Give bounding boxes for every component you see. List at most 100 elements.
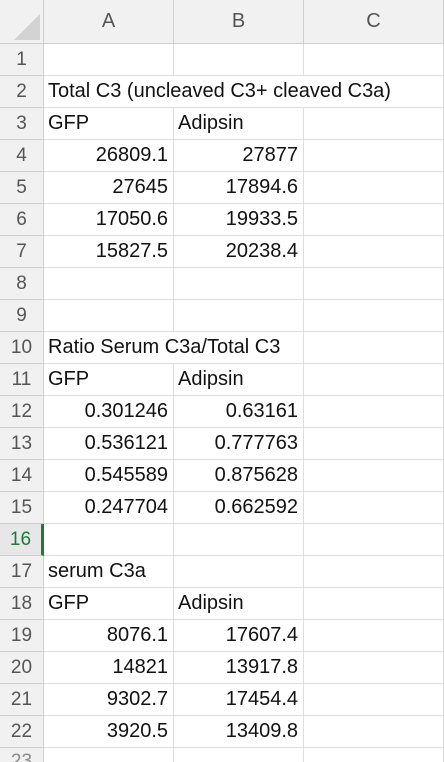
row-header-11[interactable]: 11 [0, 364, 44, 396]
column-header-b[interactable]: B [174, 0, 304, 44]
cell-text: 0.536121 [84, 432, 168, 454]
cell-b3[interactable]: Adipsin [174, 108, 304, 140]
cell-b6[interactable]: 19933.5 [174, 204, 304, 236]
row-header-10[interactable]: 10 [0, 332, 44, 364]
cell-a2[interactable]: Total C3 (uncleaved C3+ cleaved C3a) [44, 76, 391, 108]
cell-c20[interactable] [304, 652, 444, 684]
cell-a9[interactable] [44, 300, 174, 332]
cell-b16[interactable] [174, 524, 304, 556]
cell-a18[interactable]: GFP [44, 588, 174, 620]
cell-b21[interactable]: 17454.4 [174, 684, 304, 716]
row-header-22[interactable]: 22 [0, 716, 44, 748]
cell-b20[interactable]: 13917.8 [174, 652, 304, 684]
cell-b15[interactable]: 0.662592 [174, 492, 304, 524]
cell-b10[interactable] [174, 332, 304, 364]
row-header-4[interactable]: 4 [0, 140, 44, 172]
cell-c21[interactable] [304, 684, 444, 716]
row-header-14[interactable]: 14 [0, 460, 44, 492]
cell-a12[interactable]: 0.301246 [44, 396, 174, 428]
row-header-3[interactable]: 3 [0, 108, 44, 140]
cell-a1[interactable] [44, 44, 174, 76]
cell-a16[interactable] [44, 524, 174, 556]
row-header-15[interactable]: 15 [0, 492, 44, 524]
cell-c10[interactable] [304, 332, 444, 364]
cell-a11[interactable]: GFP [44, 364, 174, 396]
cell-c17[interactable] [304, 556, 444, 588]
cell-b8[interactable] [174, 268, 304, 300]
cell-a21[interactable]: 9302.7 [44, 684, 174, 716]
row-header-17[interactable]: 17 [0, 556, 44, 588]
cell-b5[interactable]: 17894.6 [174, 172, 304, 204]
cell-text: 27877 [242, 144, 298, 166]
select-all-corner[interactable] [0, 0, 44, 44]
cell-c5[interactable] [304, 172, 444, 204]
cell-b7[interactable]: 20238.4 [174, 236, 304, 268]
row-header-2[interactable]: 2 [0, 76, 44, 108]
row-header-12[interactable]: 12 [0, 396, 44, 428]
cell-b14[interactable]: 0.875628 [174, 460, 304, 492]
cell-c1[interactable] [304, 44, 444, 76]
cell-a15[interactable]: 0.247704 [44, 492, 174, 524]
cell-a3[interactable]: GFP [44, 108, 174, 140]
cell-b17[interactable] [174, 556, 304, 588]
cell-c14[interactable] [304, 460, 444, 492]
row-header-1[interactable]: 1 [0, 44, 44, 76]
cell-c22[interactable] [304, 716, 444, 748]
column-header-a[interactable]: A [44, 0, 174, 44]
cell-b4[interactable]: 27877 [174, 140, 304, 172]
cell-c6[interactable] [304, 204, 444, 236]
cell-c7[interactable] [304, 236, 444, 268]
row-header-7[interactable]: 7 [0, 236, 44, 268]
row-header-9[interactable]: 9 [0, 300, 44, 332]
cell-c18[interactable] [304, 588, 444, 620]
cell-b1[interactable] [174, 44, 304, 76]
cell-c11[interactable] [304, 364, 444, 396]
row-header-13[interactable]: 13 [0, 428, 44, 460]
cell-a20[interactable]: 14821 [44, 652, 174, 684]
cell-c19[interactable] [304, 620, 444, 652]
cell-b9[interactable] [174, 300, 304, 332]
cell-b12[interactable]: 0.63161 [174, 396, 304, 428]
cell-c4[interactable] [304, 140, 444, 172]
row-header-18[interactable]: 18 [0, 588, 44, 620]
cell-c15[interactable] [304, 492, 444, 524]
cell-c12[interactable] [304, 396, 444, 428]
cell-a10[interactable]: Ratio Serum C3a/Total C3 [44, 332, 280, 364]
cell-text: 17607.4 [225, 624, 298, 646]
cell-b22[interactable]: 13409.8 [174, 716, 304, 748]
cell-a7[interactable]: 15827.5 [44, 236, 174, 268]
cell-a4[interactable]: 26809.1 [44, 140, 174, 172]
cell-a8[interactable] [44, 268, 174, 300]
row-header-21[interactable]: 21 [0, 684, 44, 716]
cell-b19[interactable]: 17607.4 [174, 620, 304, 652]
cell-a13[interactable]: 0.536121 [44, 428, 174, 460]
partial-cell-c[interactable] [304, 748, 444, 762]
row-header-20[interactable]: 20 [0, 652, 44, 684]
row-header-16[interactable]: 16 [0, 524, 44, 556]
row-header-5[interactable]: 5 [0, 172, 44, 204]
cell-a19[interactable]: 8076.1 [44, 620, 174, 652]
cell-a17[interactable]: serum C3a [44, 556, 174, 588]
cell-text: Total C3 (uncleaved C3+ cleaved C3a) [48, 80, 391, 102]
cell-c3[interactable] [304, 108, 444, 140]
column-header-c[interactable]: C [304, 0, 444, 44]
cell-a22[interactable]: 3920.5 [44, 716, 174, 748]
cell-a5[interactable]: 27645 [44, 172, 174, 204]
cell-c9[interactable] [304, 300, 444, 332]
cell-b18[interactable]: Adipsin [174, 588, 304, 620]
row-header-partial[interactable]: 23 [0, 748, 44, 762]
cell-a14[interactable]: 0.545589 [44, 460, 174, 492]
cell-text: 13917.8 [225, 656, 298, 678]
row-header-6[interactable]: 6 [0, 204, 44, 236]
cell-c8[interactable] [304, 268, 444, 300]
cell-b13[interactable]: 0.777763 [174, 428, 304, 460]
row-header-19[interactable]: 19 [0, 620, 44, 652]
cell-c13[interactable] [304, 428, 444, 460]
partial-cell-a[interactable] [44, 748, 174, 762]
cell-a6[interactable]: 17050.6 [44, 204, 174, 236]
cell-b11[interactable]: Adipsin [174, 364, 304, 396]
cell-b2[interactable] [174, 76, 304, 108]
row-header-8[interactable]: 8 [0, 268, 44, 300]
partial-cell-b[interactable] [174, 748, 304, 762]
cell-c16[interactable] [304, 524, 444, 556]
